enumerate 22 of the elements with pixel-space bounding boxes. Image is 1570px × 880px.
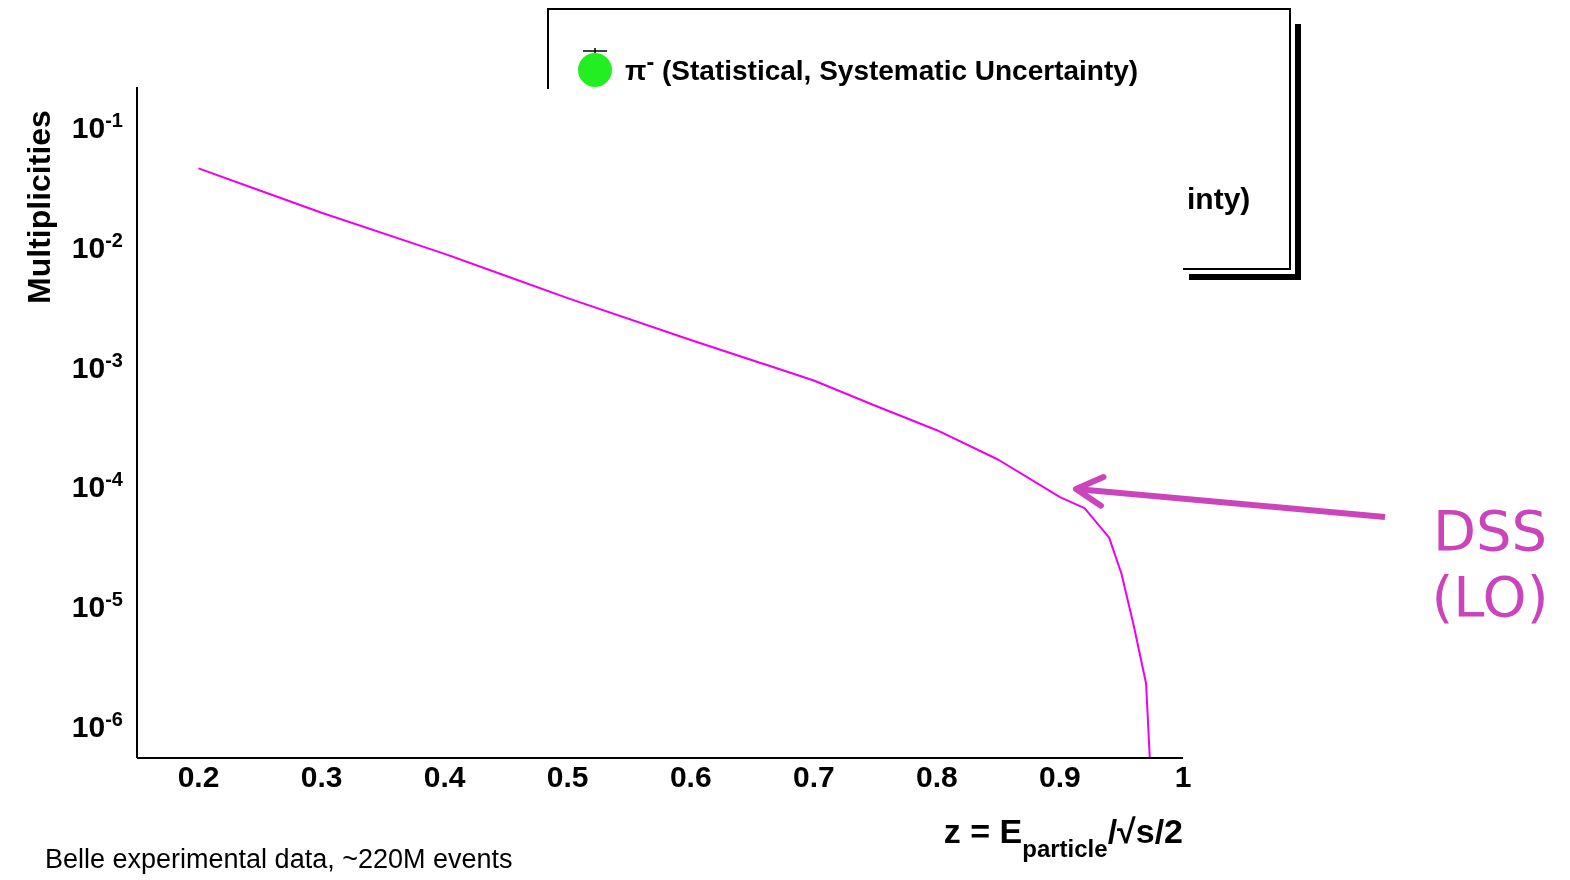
y-tick-label: 10$^{-5}$ — [71, 588, 123, 624]
text: inty) — [1187, 182, 1251, 216]
x-tick-label: 0.3 — [300, 760, 343, 794]
legend-label: π$^{-}$ (Statistical, Systematic Uncertainty) — [625, 48, 1139, 88]
text: DSS (LO) — [1430, 498, 1550, 630]
y-tick-label: 10$^{-2}$ — [71, 228, 123, 264]
line-series — [197, 167, 1151, 758]
y-tick-label: 10$^{-6}$ — [71, 707, 123, 743]
y-tick-label: 10$^{-3}$ — [71, 348, 123, 384]
x-tick-label: 0.7 — [792, 760, 835, 794]
x-tick-label: 0.2 — [177, 760, 220, 794]
x-tick-label: 1 — [1174, 760, 1192, 794]
x-tick-label: 0.8 — [916, 760, 958, 794]
x-tick-label: 0.4 — [423, 760, 466, 794]
x-tick-label: 0.9 — [1039, 760, 1081, 794]
x-axis-title: z = E$_{particle}$/√s/2 — [943, 812, 1183, 862]
x-tick-label: 0.6 — [669, 760, 712, 794]
y-tick-label: 10$^{-4}$ — [71, 468, 124, 504]
x-tick-label: 0.5 — [546, 760, 589, 794]
y-tick-label: 10$^{-1}$ — [71, 109, 123, 145]
y-axis-title: Multiplicities — [21, 110, 57, 304]
text: Belle experimental data, ~220M events — [45, 844, 513, 875]
